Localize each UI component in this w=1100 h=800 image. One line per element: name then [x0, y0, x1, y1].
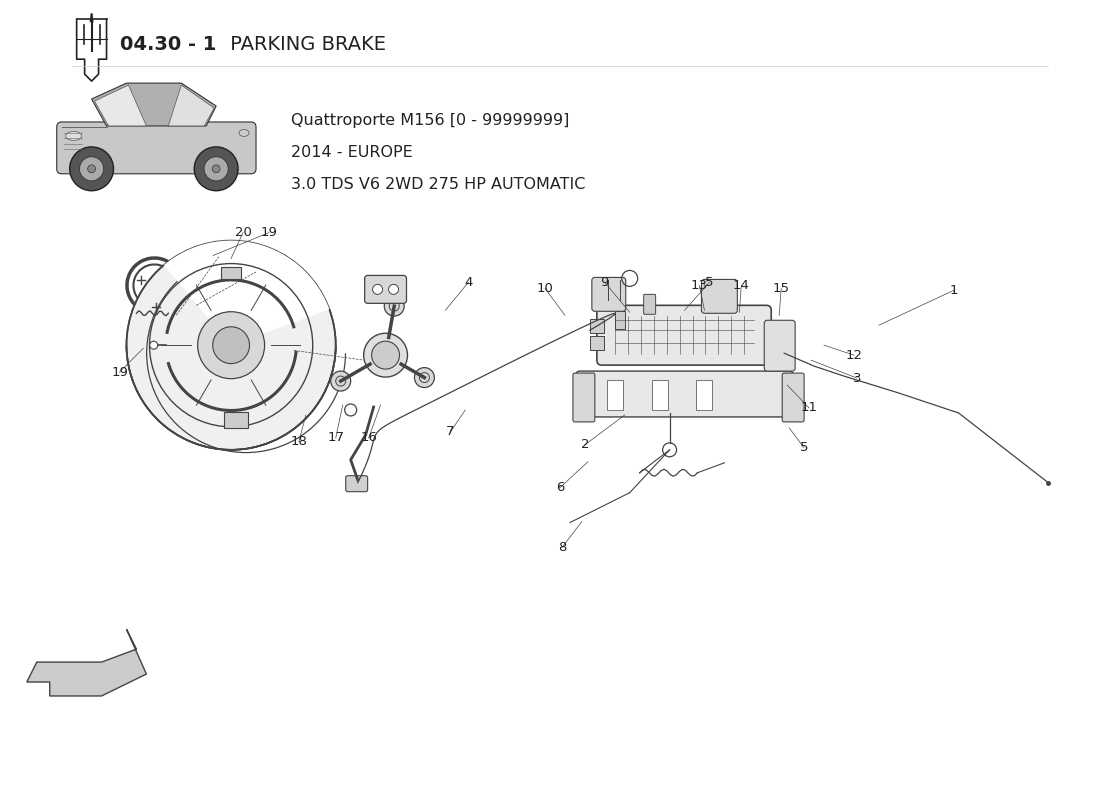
Text: 18: 18 — [290, 435, 307, 448]
Text: 5: 5 — [705, 276, 714, 289]
Bar — [767, 322, 783, 334]
Text: 20: 20 — [234, 226, 252, 239]
Wedge shape — [164, 241, 329, 345]
Text: 04.30 - 1: 04.30 - 1 — [120, 34, 216, 54]
Circle shape — [212, 165, 220, 173]
FancyBboxPatch shape — [764, 320, 795, 371]
Circle shape — [384, 296, 404, 316]
Circle shape — [331, 371, 351, 391]
Text: 3.0 TDS V6 2WD 275 HP AUTOMATIC: 3.0 TDS V6 2WD 275 HP AUTOMATIC — [290, 177, 585, 192]
Text: 12: 12 — [846, 349, 862, 362]
FancyBboxPatch shape — [576, 371, 793, 417]
Text: 19: 19 — [111, 366, 128, 378]
Circle shape — [364, 334, 407, 377]
Bar — [607, 380, 623, 410]
Text: 16: 16 — [360, 431, 377, 444]
Bar — [590, 319, 604, 334]
FancyBboxPatch shape — [57, 122, 256, 174]
Circle shape — [212, 326, 250, 364]
Circle shape — [388, 285, 398, 294]
Polygon shape — [91, 83, 217, 126]
Circle shape — [662, 443, 676, 457]
FancyBboxPatch shape — [644, 294, 656, 314]
Text: 1: 1 — [949, 284, 958, 297]
Bar — [590, 336, 604, 350]
Bar — [696, 380, 713, 410]
FancyBboxPatch shape — [364, 275, 407, 303]
Circle shape — [205, 157, 228, 181]
Text: 14: 14 — [733, 279, 750, 292]
Text: 5: 5 — [800, 442, 808, 454]
Text: 6: 6 — [556, 481, 564, 494]
FancyBboxPatch shape — [573, 373, 595, 422]
Text: 13: 13 — [691, 279, 708, 292]
Text: 17: 17 — [327, 431, 344, 444]
FancyBboxPatch shape — [345, 476, 367, 492]
Polygon shape — [26, 630, 146, 696]
Polygon shape — [95, 85, 146, 126]
Text: 2014 - EUROPE: 2014 - EUROPE — [290, 145, 412, 160]
Circle shape — [126, 241, 336, 450]
Circle shape — [79, 157, 103, 181]
Bar — [224, 412, 249, 428]
Ellipse shape — [239, 130, 249, 137]
Text: 3: 3 — [852, 371, 861, 385]
Circle shape — [344, 404, 356, 416]
Ellipse shape — [66, 131, 81, 141]
FancyBboxPatch shape — [592, 278, 626, 311]
Text: 11: 11 — [801, 402, 817, 414]
Circle shape — [373, 285, 383, 294]
Text: 2: 2 — [581, 438, 590, 451]
Bar — [767, 340, 783, 352]
Bar — [221, 267, 241, 279]
Text: Quattroporte M156 [0 - 99999999]: Quattroporte M156 [0 - 99999999] — [290, 113, 570, 128]
Text: 8: 8 — [558, 541, 566, 554]
Circle shape — [415, 368, 434, 387]
Circle shape — [69, 147, 113, 190]
Text: 4: 4 — [464, 276, 473, 289]
FancyBboxPatch shape — [702, 279, 737, 314]
Polygon shape — [168, 85, 214, 126]
Text: 15: 15 — [772, 282, 790, 295]
Circle shape — [150, 342, 157, 349]
Circle shape — [372, 342, 399, 369]
Text: 9: 9 — [601, 276, 609, 289]
FancyBboxPatch shape — [597, 306, 771, 365]
Circle shape — [198, 312, 265, 378]
Circle shape — [195, 147, 238, 190]
Circle shape — [88, 165, 96, 173]
Text: 10: 10 — [537, 282, 553, 295]
Bar — [615, 311, 625, 330]
Text: PARKING BRAKE: PARKING BRAKE — [224, 34, 386, 54]
Text: 19: 19 — [261, 226, 277, 239]
FancyBboxPatch shape — [782, 373, 804, 422]
Bar — [651, 380, 668, 410]
Text: 7: 7 — [447, 426, 454, 438]
